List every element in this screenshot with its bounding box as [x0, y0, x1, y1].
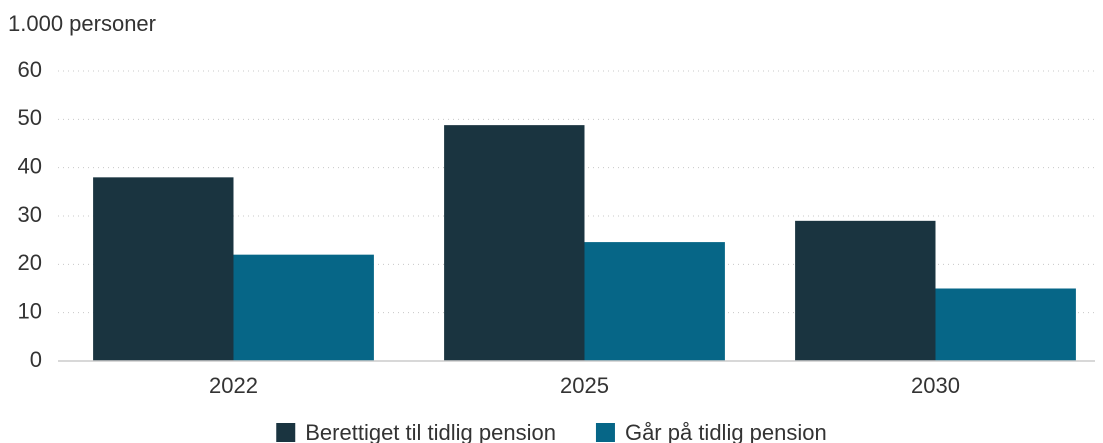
y-tick-label: 0	[30, 347, 42, 372]
y-tick-label: 20	[18, 250, 42, 275]
y-axis-label: 1.000 personer	[8, 11, 156, 36]
bar	[795, 220, 936, 361]
bar	[93, 177, 234, 361]
y-tick-label: 60	[18, 57, 42, 82]
y-tick-label: 40	[18, 153, 42, 178]
legend-swatch	[595, 423, 615, 442]
y-tick-label: 50	[18, 105, 42, 130]
x-tick-label: 2030	[911, 373, 960, 398]
legend-label: Berettiget til tidlig pension	[305, 420, 556, 443]
y-tick-label: 10	[18, 298, 42, 323]
x-tick-label: 2022	[209, 373, 258, 398]
legend-label: Går på tidlig pension	[625, 420, 827, 443]
y-tick-label: 30	[18, 202, 42, 227]
bar	[233, 254, 374, 361]
legend-swatch	[276, 423, 296, 442]
bar	[444, 125, 585, 361]
bar	[935, 288, 1076, 361]
bar	[584, 242, 725, 361]
x-tick-label: 2025	[560, 373, 609, 398]
